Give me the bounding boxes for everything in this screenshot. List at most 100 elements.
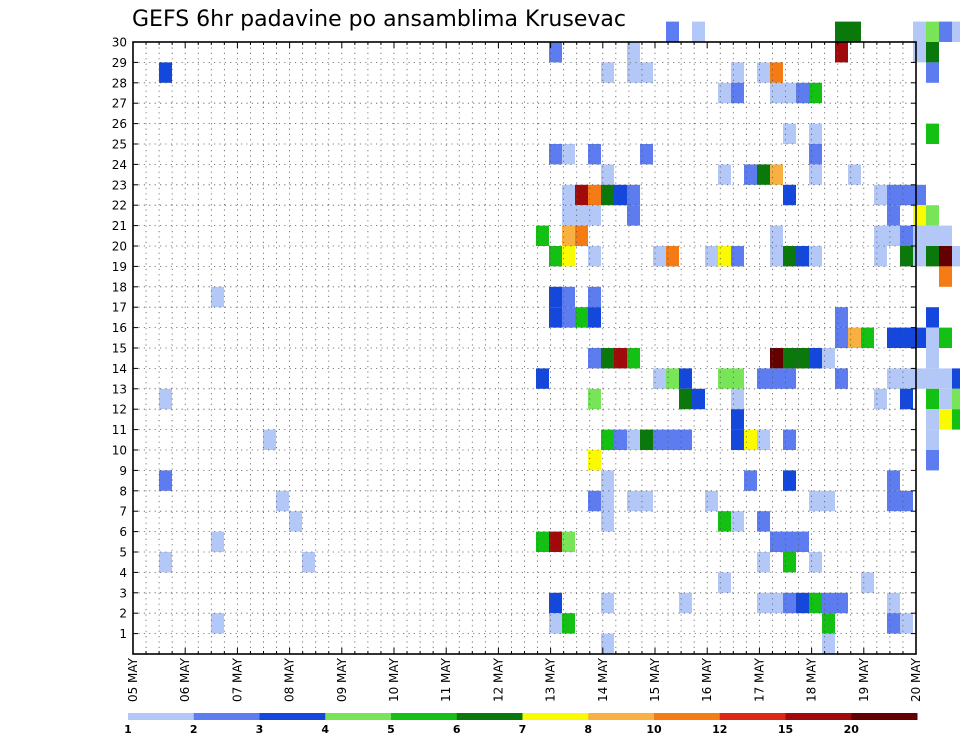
heatmap-cell bbox=[939, 327, 952, 348]
heatmap-cell bbox=[939, 225, 952, 246]
heatmap-cell bbox=[627, 184, 640, 206]
heatmap-cell bbox=[861, 327, 874, 348]
heatmap-cell bbox=[627, 490, 640, 512]
heatmap-cell bbox=[549, 42, 562, 63]
heatmap-cell bbox=[809, 144, 822, 165]
heatmap-cell bbox=[926, 123, 939, 144]
heatmap-cell bbox=[549, 246, 562, 267]
heatmap-cell bbox=[601, 511, 614, 532]
heatmap-cell bbox=[614, 348, 627, 369]
heatmap-cell bbox=[588, 490, 601, 512]
heatmap-cell bbox=[640, 62, 653, 83]
heatmap-cell bbox=[549, 144, 562, 165]
heatmap-cell bbox=[302, 552, 315, 573]
heatmap-cell bbox=[757, 552, 770, 573]
heatmap-cell bbox=[731, 409, 744, 430]
heatmap-cell bbox=[757, 592, 770, 614]
heatmap-cell bbox=[822, 348, 835, 369]
heatmap-cell bbox=[588, 184, 601, 206]
x-tick-labels: 05 MAY 06 MAY 07 MAY 08 MAY 09 MAY 10 MAY 11 M… bbox=[126, 657, 923, 702]
heatmap-cell bbox=[692, 388, 705, 410]
heatmap-cell bbox=[588, 307, 601, 328]
y-tick-label: 5 bbox=[119, 546, 127, 560]
heatmap-cell bbox=[601, 592, 614, 614]
y-tick-label: 15 bbox=[112, 342, 127, 356]
heatmap-cell bbox=[835, 21, 848, 42]
heatmap-cell bbox=[900, 613, 913, 634]
x-tick-label: 18 MAY bbox=[805, 657, 819, 702]
heatmap-cell bbox=[952, 21, 960, 42]
y-tick-label: 6 bbox=[119, 525, 127, 539]
heatmap-cell bbox=[718, 511, 731, 532]
heatmap-cell bbox=[835, 42, 848, 63]
heatmap-cell bbox=[770, 164, 783, 185]
heatmap-cell bbox=[939, 368, 952, 389]
legend-swatch bbox=[785, 713, 852, 720]
heatmap-cell bbox=[835, 368, 848, 389]
heatmap-cell bbox=[783, 123, 796, 144]
heatmap-cells bbox=[159, 21, 960, 654]
y-tick-label: 25 bbox=[112, 138, 127, 152]
heatmap-cell bbox=[549, 307, 562, 328]
heatmap-cell bbox=[588, 286, 601, 308]
axis-ticks bbox=[132, 41, 917, 654]
heatmap-cell bbox=[588, 144, 601, 165]
heatmap-cell bbox=[588, 246, 601, 267]
heatmap-cell bbox=[783, 368, 796, 389]
y-tick-label: 14 bbox=[112, 362, 127, 376]
heatmap-cell bbox=[770, 531, 783, 552]
heatmap-cell bbox=[653, 246, 666, 267]
heatmap-cell bbox=[926, 409, 939, 430]
y-tick-label: 10 bbox=[112, 444, 127, 458]
legend-swatch bbox=[719, 713, 786, 720]
legend-label: 8 bbox=[584, 723, 592, 736]
heatmap-cell bbox=[913, 225, 926, 246]
legend-label: 15 bbox=[778, 723, 793, 736]
heatmap-cell bbox=[926, 450, 939, 471]
heatmap-cell bbox=[848, 327, 861, 348]
y-tick-label: 22 bbox=[112, 199, 127, 213]
y-tick-label: 9 bbox=[119, 464, 127, 478]
heatmap-cell bbox=[575, 184, 588, 206]
y-tick-label: 4 bbox=[119, 566, 127, 580]
heatmap-cell bbox=[549, 592, 562, 614]
heatmap-cell bbox=[952, 368, 960, 389]
heatmap-cell bbox=[809, 123, 822, 144]
heatmap-cell bbox=[159, 470, 172, 491]
heatmap-cell bbox=[835, 307, 848, 328]
x-tick-label: 08 MAY bbox=[283, 657, 297, 702]
y-tick-label: 17 bbox=[112, 301, 127, 315]
heatmap-cell bbox=[640, 144, 653, 165]
heatmap-cell bbox=[809, 592, 822, 614]
heatmap-cell bbox=[887, 592, 900, 614]
heatmap-cell bbox=[926, 348, 939, 369]
heatmap-cell bbox=[913, 327, 926, 348]
heatmap-cell bbox=[783, 184, 796, 206]
heatmap-cell bbox=[757, 429, 770, 450]
y-tick-label: 13 bbox=[112, 382, 127, 396]
y-tick-label: 18 bbox=[112, 280, 127, 294]
legend-label: 5 bbox=[387, 723, 395, 736]
heatmap-cell bbox=[783, 82, 796, 104]
heatmap-cell bbox=[848, 164, 861, 185]
heatmap-cell bbox=[770, 368, 783, 389]
heatmap-cell bbox=[627, 42, 640, 63]
heatmap-cell bbox=[679, 429, 692, 450]
heatmap-cell bbox=[926, 307, 939, 328]
y-tick-label: 8 bbox=[119, 484, 127, 498]
heatmap-cell bbox=[809, 246, 822, 267]
legend-swatch bbox=[325, 713, 392, 720]
heatmap-cell bbox=[718, 368, 731, 389]
heatmap-cell bbox=[211, 613, 224, 634]
heatmap-cell bbox=[939, 21, 952, 42]
heatmap-cell bbox=[562, 225, 575, 246]
heatmap-cell bbox=[601, 470, 614, 491]
heatmap-cell bbox=[887, 613, 900, 634]
heatmap-cell bbox=[562, 205, 575, 226]
heatmap-cell bbox=[770, 592, 783, 614]
heatmap-cell bbox=[757, 511, 770, 532]
heatmap-cell bbox=[159, 62, 172, 83]
heatmap-cell bbox=[627, 205, 640, 226]
heatmap-cell bbox=[757, 62, 770, 83]
heatmap-cell bbox=[874, 246, 887, 267]
